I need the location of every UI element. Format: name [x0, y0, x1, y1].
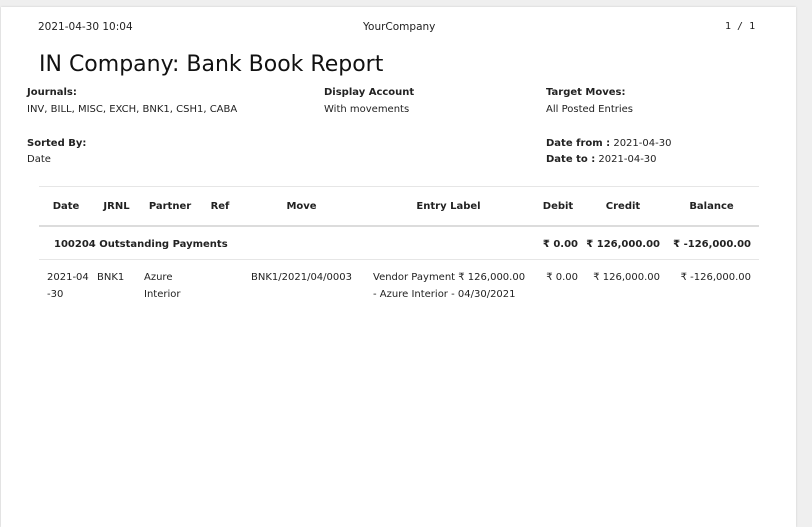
display-account-value: With movements	[324, 104, 410, 115]
display-account-label: Display Account	[324, 87, 415, 98]
row-credit: ₹ 126,000.00	[593, 272, 660, 283]
col-ref: Ref	[200, 186, 240, 227]
col-partner: Partner	[140, 186, 200, 227]
table-row: 2021-04-30 BNK1 Azure Interior BNK1/2021…	[39, 260, 759, 304]
date-from-label: Date from :	[546, 138, 611, 149]
date-to: Date to : 2021-04-30	[546, 154, 657, 165]
page-counter: 1 / 1	[725, 21, 756, 32]
row-entry-label: Vendor Payment ₹ 126,000.00 - Azure Inte…	[373, 272, 526, 300]
row-balance: ₹ -126,000.00	[680, 272, 751, 283]
target-moves-value: All Posted Entries	[546, 104, 634, 115]
row-jrnl: BNK1	[97, 272, 125, 283]
report-title: IN Company: Bank Book Report	[39, 52, 384, 77]
group-debit: ₹ 0.00	[534, 226, 582, 260]
row-ref	[200, 260, 240, 304]
company-name: YourCompany	[363, 21, 436, 33]
account-group-row: 100204 Outstanding Payments ₹ 0.00 ₹ 126…	[39, 226, 759, 260]
row-partner: Azure Interior	[144, 272, 181, 300]
col-balance: Balance	[664, 186, 759, 227]
col-entry-label: Entry Label	[363, 186, 534, 227]
group-credit: ₹ 126,000.00	[582, 226, 664, 260]
date-from-value: 2021-04-30	[610, 138, 672, 149]
col-debit: Debit	[534, 186, 582, 227]
ledger-table: Date JRNL Partner Ref Move Entry Label D…	[39, 186, 759, 303]
col-move: Move	[240, 186, 363, 227]
row-date: 2021-04-30	[47, 272, 89, 300]
col-jrnl: JRNL	[93, 186, 140, 227]
row-move: BNK1/2021/04/0003	[251, 272, 352, 283]
sorted-by-value: Date	[27, 154, 51, 165]
col-credit: Credit	[582, 186, 664, 227]
account-name: 100204 Outstanding Payments	[39, 226, 534, 260]
col-date: Date	[39, 186, 93, 227]
date-from: Date from : 2021-04-30	[546, 138, 671, 149]
date-to-label: Date to :	[546, 154, 596, 165]
row-debit: ₹ 0.00	[546, 272, 578, 283]
sorted-by-label: Sorted By:	[27, 138, 87, 149]
print-datetime: 2021-04-30 10:04	[38, 21, 133, 33]
date-to-value: 2021-04-30	[595, 154, 657, 165]
journals-label: Journals:	[27, 87, 77, 98]
target-moves-label: Target Moves:	[546, 87, 626, 98]
journals-value: INV, BILL, MISC, EXCH, BNK1, CSH1, CABA	[27, 104, 238, 115]
group-balance: ₹ -126,000.00	[664, 226, 759, 260]
table-header-row: Date JRNL Partner Ref Move Entry Label D…	[39, 186, 759, 227]
report-page: 2021-04-30 10:04 YourCompany 1 / 1 IN Co…	[1, 7, 796, 527]
